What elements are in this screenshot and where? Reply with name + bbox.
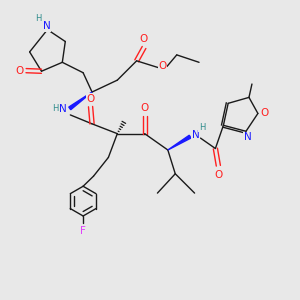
Polygon shape: [69, 92, 92, 110]
Text: O: O: [159, 61, 167, 71]
Text: N: N: [244, 132, 251, 142]
Text: F: F: [80, 226, 86, 236]
Text: O: O: [15, 66, 23, 76]
Text: O: O: [260, 108, 268, 118]
Text: O: O: [214, 170, 223, 180]
Text: H: H: [52, 104, 58, 113]
Polygon shape: [168, 135, 191, 150]
Text: H: H: [199, 123, 205, 132]
Text: O: O: [140, 103, 149, 113]
Text: N: N: [43, 21, 51, 31]
Text: H: H: [35, 14, 42, 23]
Text: N: N: [59, 104, 67, 114]
Text: O: O: [139, 34, 147, 44]
Text: O: O: [86, 94, 95, 103]
Text: N: N: [192, 130, 199, 140]
